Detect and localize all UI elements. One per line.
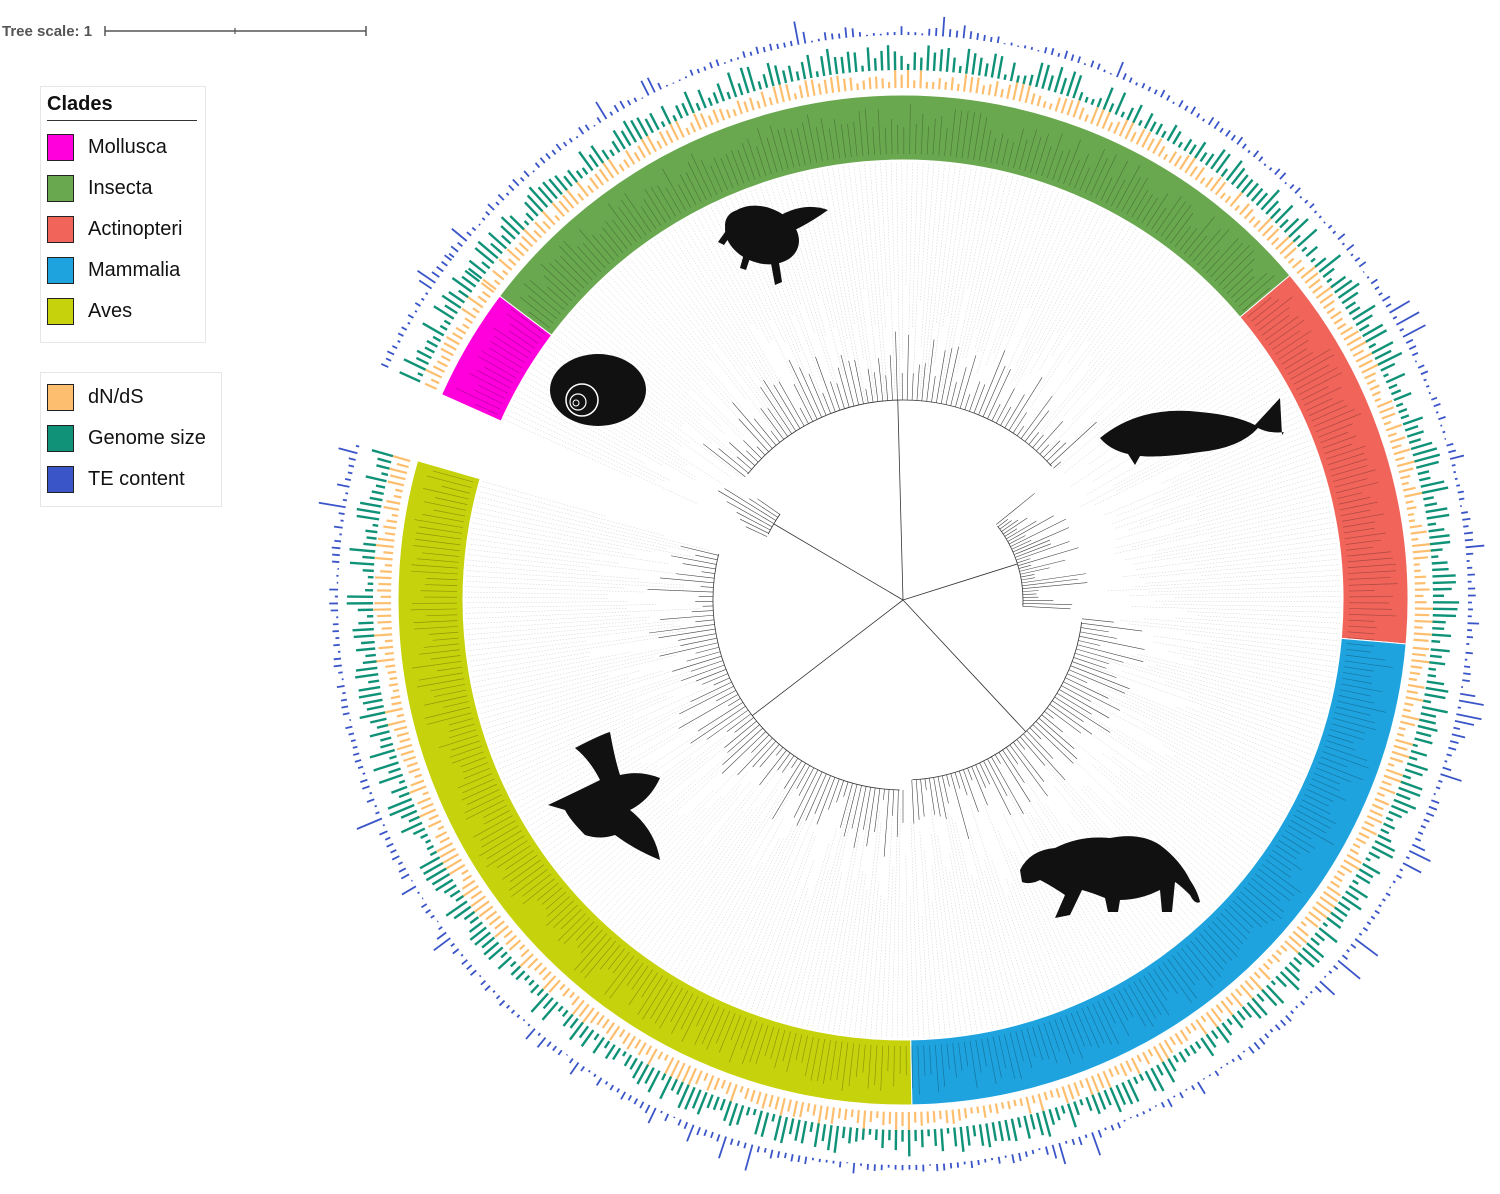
- puma-icon: [1020, 836, 1200, 918]
- clade-band-aves: [397, 460, 913, 1106]
- legend-item-te-content: TE content: [47, 459, 213, 500]
- legend-label: Genome size: [88, 427, 206, 449]
- genome-size-bar-track: [346, 45, 1460, 1157]
- tree-scale-bar: [104, 26, 367, 36]
- dnds-swatch: [47, 384, 74, 411]
- legend-item-genome-size: Genome size: [47, 418, 213, 459]
- bird-icon: [548, 732, 660, 860]
- clades-legend: Clades Mollusca Insecta Actinopteri Mamm…: [40, 86, 206, 343]
- tree-scale: Tree scale: 1: [2, 20, 368, 42]
- clade-band-actinopteri: [1239, 274, 1409, 645]
- legend-label: Actinopteri: [88, 218, 183, 240]
- legend-label: Aves: [88, 300, 133, 322]
- legend-label: Insecta: [88, 177, 153, 199]
- aves-swatch: [47, 298, 74, 325]
- mollusca-swatch: [47, 134, 74, 161]
- legend-label: Mollusca: [88, 136, 167, 158]
- mammalia-swatch: [47, 257, 74, 284]
- legend-label: Mammalia: [88, 259, 181, 281]
- clade-band-insecta: [498, 94, 1291, 336]
- snail-shell-icon: [550, 354, 646, 426]
- te-content-bar-track: [318, 16, 1485, 1174]
- te-content-swatch: [47, 466, 74, 493]
- legend-item-insecta: Insecta: [47, 168, 197, 209]
- dnds-bar-track: [372, 69, 1435, 1132]
- clades-legend-title: Clades: [47, 93, 197, 121]
- legend-label: TE content: [88, 468, 185, 490]
- legend-item-mollusca: Mollusca: [47, 127, 197, 168]
- tracks-legend: dN/dS Genome size TE content: [40, 372, 222, 507]
- tree-branches: [647, 331, 1145, 857]
- legend-item-aves: Aves: [47, 291, 197, 332]
- legend-item-dnds: dN/dS: [47, 377, 213, 418]
- tree-scale-label: Tree scale: 1: [2, 22, 93, 40]
- actinopteri-swatch: [47, 216, 74, 243]
- species-label-band: [410, 104, 1398, 1095]
- legend-item-mammalia: Mammalia: [47, 250, 197, 291]
- fish-icon: [1100, 398, 1284, 465]
- bee-icon: [718, 205, 828, 285]
- genome-size-swatch: [47, 425, 74, 452]
- clade-color-ring: [397, 94, 1409, 1106]
- legend-label: dN/dS: [88, 386, 144, 408]
- legend-item-actinopteri: Actinopteri: [47, 209, 197, 250]
- insecta-swatch: [47, 175, 74, 202]
